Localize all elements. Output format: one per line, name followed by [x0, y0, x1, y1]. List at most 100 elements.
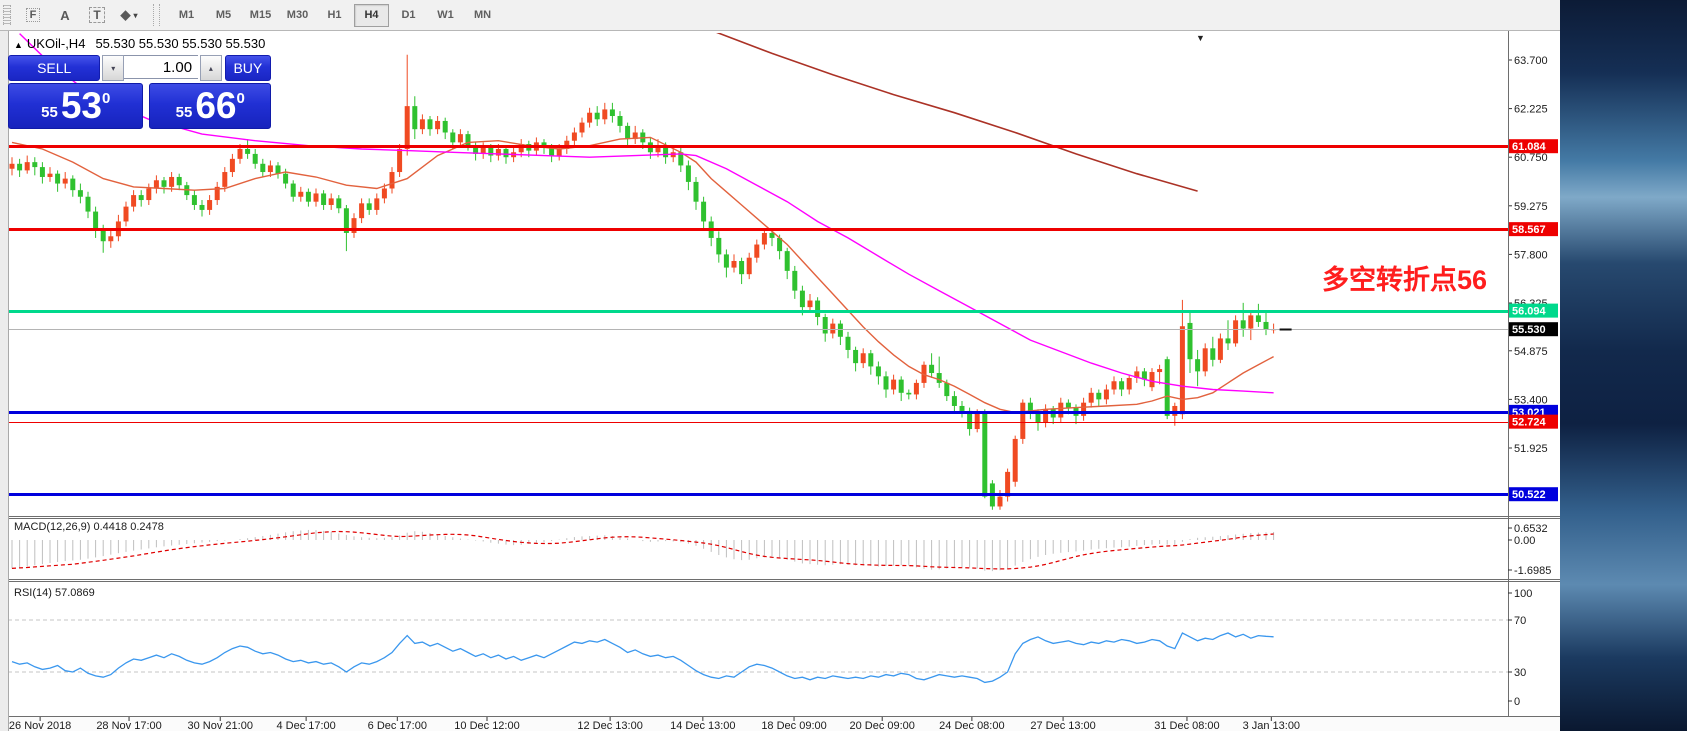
volume-increase-button[interactable]: ▴	[200, 55, 222, 81]
sell-price-prefix: 55	[41, 103, 58, 121]
text-label-tool-icon: A	[60, 7, 70, 23]
macd-signal-value: 0.2478	[130, 521, 164, 533]
price-tag	[1509, 303, 1558, 318]
candles-layer	[9, 33, 1277, 510]
toolbar-separator	[153, 4, 160, 26]
long-ma-line	[716, 33, 1198, 192]
svg-text:58.567: 58.567	[1512, 224, 1546, 236]
svg-text:12 Dec 13:00: 12 Dec 13:00	[577, 720, 642, 731]
fast-ma-line	[11, 136, 1274, 414]
chevron-up-icon: ▴	[208, 63, 213, 73]
chart-title: ▲ UKOil-,H4 55.530 55.530 55.530 55.530	[14, 36, 265, 51]
svg-text:60.750: 60.750	[1514, 152, 1548, 164]
svg-text:28 Nov 17:00: 28 Nov 17:00	[96, 720, 161, 731]
svg-text:10 Dec 12:00: 10 Dec 12:00	[454, 720, 519, 731]
crosshair-tool-button[interactable]: F	[21, 4, 45, 26]
text-box-tool-button[interactable]: T	[85, 4, 109, 26]
rsi-line	[11, 632, 1274, 684]
sell-price-big: 53	[60, 85, 102, 126]
macd-main-value: 0.4418	[93, 521, 128, 533]
chevron-down-icon: ▾	[133, 10, 138, 20]
rsi-label: RSI(14) 57.0869	[14, 587, 95, 599]
price-tag	[1509, 322, 1558, 337]
buy-price-big: 66	[195, 85, 237, 126]
buy-price-panel[interactable]: 55 66 0	[149, 83, 271, 129]
timeframe-m15-button[interactable]: M15	[249, 9, 272, 21]
drawing-tools-group: F A T ◆ ▾	[17, 4, 145, 26]
window-left-border	[0, 30, 9, 731]
chevron-down-icon: ▾	[111, 63, 116, 73]
svg-text:20 Dec 09:00: 20 Dec 09:00	[849, 720, 914, 731]
svg-text:63.700: 63.700	[1514, 55, 1548, 67]
volume-decrease-button[interactable]: ▾	[102, 55, 125, 81]
price-tag	[1509, 487, 1558, 502]
sell-button[interactable]: SELL	[8, 55, 101, 81]
sell-price-sup: 0	[101, 90, 111, 107]
svg-text:24 Dec 08:00: 24 Dec 08:00	[939, 720, 1004, 731]
svg-text:57.800: 57.800	[1514, 249, 1548, 261]
time-axis	[8, 717, 1560, 731]
svg-text:18 Dec 09:00: 18 Dec 09:00	[761, 720, 826, 731]
svg-text:27 Dec 13:00: 27 Dec 13:00	[1030, 720, 1095, 731]
timeframe-buttons-group: M1 M5 M15 M30 H1 H4 D1 W1 MN	[168, 3, 501, 27]
rsi-panel: 100 70 30 0	[8, 588, 1532, 708]
timeframe-mn-button[interactable]: MN	[473, 9, 492, 21]
svg-text:26 Nov 2018: 26 Nov 2018	[9, 720, 71, 731]
svg-text:30 Nov 21:00: 30 Nov 21:00	[188, 720, 253, 731]
ohlc-quotes: 55.530 55.530 55.530 55.530	[95, 36, 266, 51]
svg-text:3 Jan 13:00: 3 Jan 13:00	[1243, 720, 1301, 731]
svg-text:-1.6985: -1.6985	[1514, 565, 1551, 577]
svg-text:6 Dec 17:00: 6 Dec 17:00	[368, 720, 427, 731]
timeframe-h4-button[interactable]: H4	[354, 3, 389, 27]
toolbar: F A T ◆ ▾ M1 M5 M15 M30 H1 H4 D1 W1 MN	[0, 0, 1560, 31]
text-label-tool-button[interactable]: A	[53, 4, 77, 26]
svg-text:0.6532: 0.6532	[1514, 523, 1548, 535]
price-tag	[1509, 414, 1558, 429]
macd-label: MACD(12,26,9) 0.4418 0.2478	[14, 521, 164, 533]
shapes-tool-button[interactable]: ◆ ▾	[117, 4, 141, 26]
chart-menu-arrow-icon[interactable]: ▼	[1196, 33, 1205, 43]
price-tag	[1509, 222, 1558, 237]
timeframe-h1-button[interactable]: H1	[327, 9, 342, 21]
slow-ma-line	[19, 33, 1274, 394]
buy-price-prefix: 55	[175, 103, 193, 121]
svg-text:4 Dec 17:00: 4 Dec 17:00	[276, 720, 335, 731]
volume-input[interactable]	[124, 55, 199, 79]
macd-signal-line	[11, 530, 1274, 570]
svg-text:30: 30	[1514, 667, 1526, 679]
timeframe-m1-button[interactable]: M1	[178, 9, 195, 21]
buy-price-sup: 0	[236, 90, 245, 107]
svg-text:51.925: 51.925	[1514, 443, 1548, 455]
svg-text:70: 70	[1514, 615, 1526, 627]
svg-text:55.530: 55.530	[1512, 324, 1546, 336]
svg-text:54.875: 54.875	[1514, 346, 1548, 358]
expand-triangle-icon[interactable]: ▲	[14, 40, 23, 50]
timeframe-w1-button[interactable]: W1	[437, 9, 454, 21]
svg-text:62.225: 62.225	[1514, 104, 1548, 116]
symbol-period-label: UKOil-,H4	[26, 36, 86, 51]
buy-button[interactable]: BUY	[224, 55, 272, 81]
svg-text:100: 100	[1514, 588, 1532, 600]
sell-price-panel[interactable]: 55 53 0	[8, 83, 144, 129]
text-box-tool-icon: T	[89, 7, 105, 23]
svg-text:0.00: 0.00	[1514, 535, 1535, 547]
chart-area[interactable]: 63.70062.22560.75059.27557.80056.32554.8…	[0, 0, 1560, 731]
svg-text:61.084: 61.084	[1512, 141, 1547, 153]
toolbar-drag-handle[interactable]	[3, 5, 11, 25]
svg-text:53.400: 53.400	[1514, 394, 1548, 406]
timeframe-m30-button[interactable]: M30	[286, 9, 309, 21]
price-tag	[1509, 139, 1558, 154]
svg-text:31 Dec 08:00: 31 Dec 08:00	[1154, 720, 1219, 731]
svg-text:59.275: 59.275	[1514, 201, 1548, 213]
crosshair-tool-icon: F	[25, 8, 41, 22]
workspace-background	[1560, 0, 1687, 731]
svg-text:14 Dec 13:00: 14 Dec 13:00	[670, 720, 735, 731]
svg-text:50.522: 50.522	[1512, 489, 1546, 501]
svg-text:0: 0	[1514, 696, 1520, 708]
timeframe-d1-button[interactable]: D1	[401, 9, 416, 21]
svg-text:52.724: 52.724	[1512, 417, 1547, 429]
timeframe-m5-button[interactable]: M5	[215, 9, 232, 21]
